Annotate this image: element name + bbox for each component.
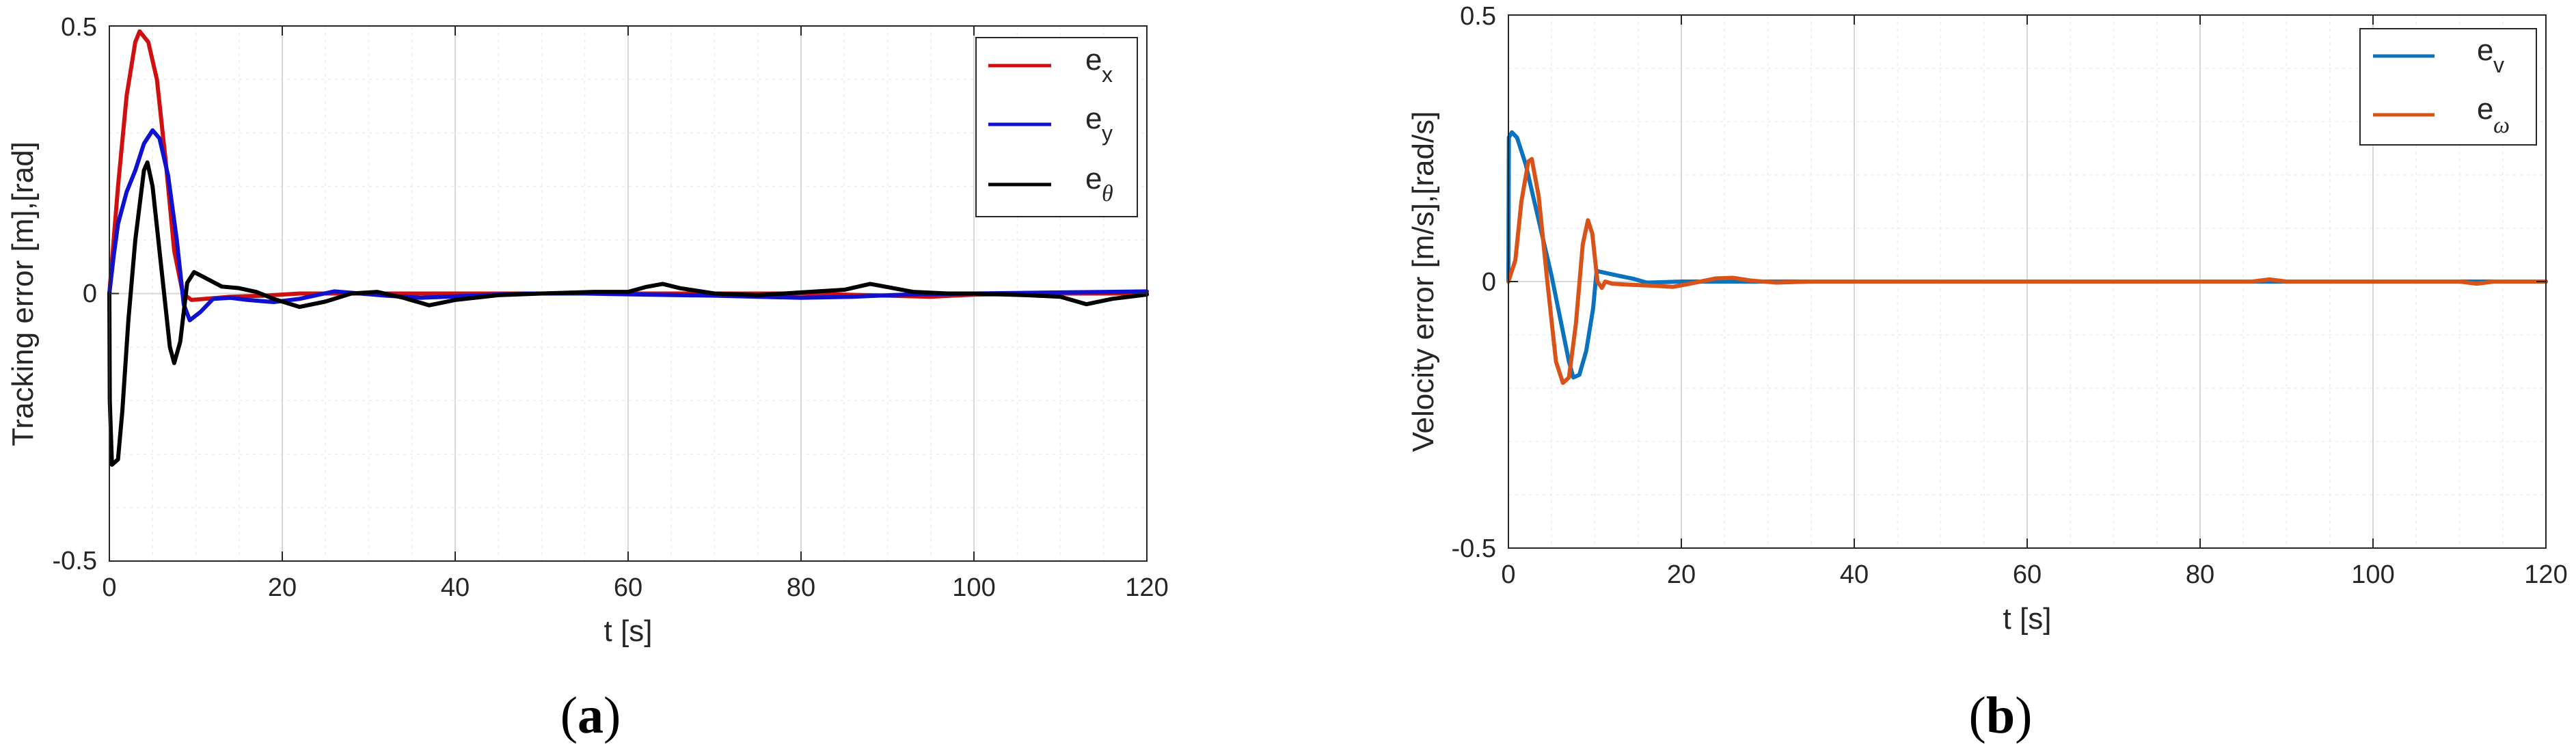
y-tick-label: 0: [1482, 268, 1496, 297]
legend-entry-e-v: e v: [2373, 33, 2504, 77]
y-tick-label: 0: [83, 280, 97, 308]
legend-label-subscript: y: [1102, 121, 1113, 146]
tick-marks-a: [109, 25, 1148, 562]
y-tick-label: -0.5: [1452, 534, 1496, 563]
x-tick-label: 40: [1840, 560, 1869, 589]
x-tick-label: 40: [441, 573, 470, 602]
x-tick-label: 60: [2013, 560, 2042, 589]
x-tick-labels-a: 0 20 40 60 80 100 120: [102, 573, 1168, 602]
series-lines-b: [1506, 130, 2548, 385]
legend-label: e: [1085, 102, 1102, 135]
panel-caption-b: (b): [1969, 687, 2033, 744]
legend-label-subscript: ω: [2493, 113, 2510, 138]
series-lines-a: [107, 29, 1149, 467]
x-tick-label: 20: [268, 573, 297, 602]
y-tick-label: 0.5: [1460, 2, 1496, 31]
legend-label-subscript: v: [2493, 53, 2504, 77]
x-tick-label: 0: [1501, 560, 1515, 589]
legend-box-b: [2359, 28, 2537, 146]
x-tick-label: 60: [614, 573, 642, 602]
legend-entry-e-y: e y: [988, 102, 1113, 146]
caption-b: (b): [1969, 687, 2033, 744]
y-axis-label-b: Velocity error [m/s],[rad/s]: [1407, 111, 1440, 452]
panel-caption-a: (a): [560, 687, 621, 744]
x-tick-labels-b: 0 20 40 60 80 100 120: [1501, 560, 2567, 589]
y-axis-label-a: Tracking error [m],[rad]: [6, 141, 40, 446]
x-tick-label: 100: [952, 573, 995, 602]
legend-a: e x e y e θ: [975, 37, 1138, 217]
legend-label-subscript: x: [1102, 62, 1113, 87]
x-tick-label: 120: [1125, 573, 1168, 602]
legend-b: e v e ω: [2359, 28, 2537, 146]
series-line-e-y-a: [107, 128, 1149, 323]
x-tick-label: 80: [787, 573, 815, 602]
legend-entry-e-theta: e θ: [988, 162, 1113, 206]
panel-a-tracking-error-chart: 0 20 40 60 80 100 120 -0.5 0 0.5 t [s] T…: [6, 13, 1169, 744]
legend-entry-e-omega: e ω: [2373, 92, 2510, 138]
y-tick-label: -0.5: [53, 547, 97, 575]
y-tick-label: 0.5: [61, 13, 97, 42]
x-tick-label: 20: [1667, 560, 1696, 589]
x-tick-label: 0: [102, 573, 116, 602]
x-tick-label: 100: [2351, 560, 2394, 589]
legend-label: e: [2477, 33, 2493, 67]
x-axis-label-b: t [s]: [2003, 602, 2052, 636]
y-tick-labels-a: -0.5 0 0.5: [53, 13, 97, 575]
x-tick-label: 80: [2186, 560, 2214, 589]
series-line-e--a: [107, 160, 1149, 467]
legend-label: e: [1085, 43, 1102, 77]
x-tick-label: 120: [2524, 560, 2567, 589]
legend-label-subscript: θ: [1102, 181, 1113, 206]
caption-a: (a): [560, 687, 621, 744]
panel-b-velocity-error-chart: 0 20 40 60 80 100 120 -0.5 0 0.5 t [s] V…: [1407, 2, 2568, 744]
legend-box-a: [975, 37, 1138, 217]
legend-label: e: [1085, 162, 1102, 195]
series-line-e--b: [1506, 156, 2548, 385]
legend-label: e: [2477, 92, 2493, 126]
tick-marks-b: [1508, 14, 2547, 549]
legend-entry-e-x: e x: [988, 43, 1113, 87]
y-tick-labels-b: -0.5 0 0.5: [1452, 2, 1496, 563]
x-axis-label-a: t [s]: [604, 614, 653, 648]
